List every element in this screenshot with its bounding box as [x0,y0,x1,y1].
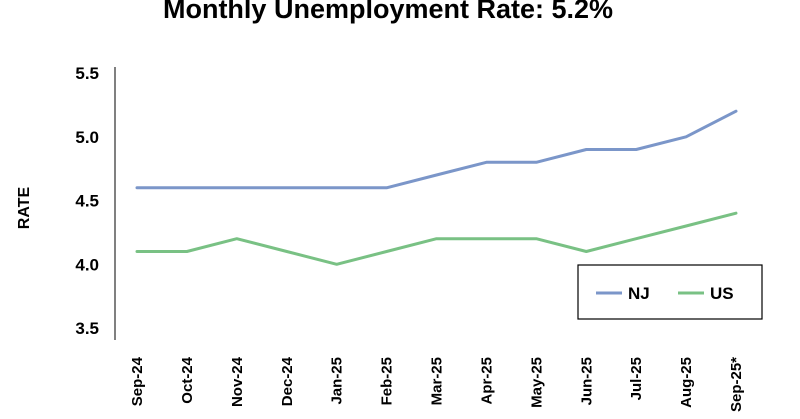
x-tick-label: Jun-25 [578,357,595,405]
series-line-us [135,211,738,266]
x-tick-label: Oct-24 [179,356,196,403]
x-ticks: Sep-24 Oct-24 Nov-24 Dec-24 Jan-25 Feb-25 Mar-… [129,356,745,412]
legend-box [577,264,763,320]
x-tick-label: Nov-24 [229,356,246,407]
series-line-nj [135,109,738,190]
x-tick-label: May-25 [528,357,545,408]
legend-label-us: US [710,284,734,303]
x-tick-label: Apr-25 [478,357,495,405]
y-tick-label: 5.0 [75,128,99,147]
legend-items: NJ US [596,284,734,303]
legend-label-nj: NJ [628,284,650,303]
x-tick-label: Jul-25 [628,357,645,400]
y-tick-label: 3.5 [75,319,99,338]
x-tick-label: Sep-25* [728,357,745,412]
y-tick-label: 5.5 [75,64,99,83]
y-axis-label: RATE [16,186,33,229]
y-tick-label: 4.0 [75,255,99,274]
series-lines [135,109,738,266]
x-tick-label: Aug-25 [678,357,695,408]
x-tick-label: Jan-25 [329,357,346,405]
x-tick-label: Dec-24 [279,356,296,406]
y-ticks: 3.5 4.0 4.5 5.0 5.5 [75,64,99,338]
x-tick-label: Mar-25 [429,357,446,405]
chart-title: Monthly Unemployment Rate: 5.2% [163,0,613,24]
legend: NJ US [577,264,763,320]
x-tick-label: Feb-25 [379,357,396,405]
y-tick-label: 4.5 [75,192,99,211]
x-tick-label: Sep-24 [129,356,146,406]
